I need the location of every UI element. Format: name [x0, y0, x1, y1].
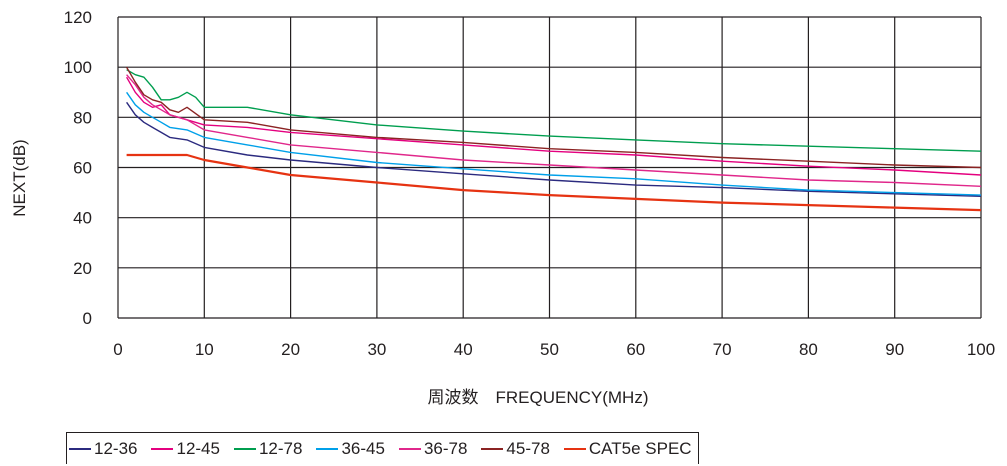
- chart-legend: 12-36 12-45 12-78 36-45 36-78 45-78 CAT5e SPEC: [66, 432, 699, 464]
- legend-swatch: [563, 447, 586, 450]
- y-tick-label: 100: [64, 58, 92, 77]
- legend-item: 12-45: [151, 438, 220, 459]
- series-line-45-78: [125, 66, 982, 169]
- y-tick-label: 80: [73, 108, 92, 127]
- x-tick-label: 60: [626, 340, 645, 359]
- series-line-12-45: [125, 76, 982, 176]
- y-tick-label: 120: [64, 8, 92, 27]
- x-tick-label: 40: [454, 340, 473, 359]
- x-tick-label: 30: [367, 340, 386, 359]
- legend-swatch: [233, 447, 256, 450]
- chart: 0 10 20 30 40 50 60 70 80 90 100 0 20 40 60 80 100 120 NE…: [10, 8, 996, 407]
- x-axis-label: 周波数 FREQUENCY(MHz): [428, 388, 649, 407]
- legend-item: 36-78: [398, 438, 468, 459]
- legend-swatch: [398, 447, 421, 450]
- legend-label: 12-36: [94, 438, 138, 458]
- y-axis-label: NEXT(dB): [10, 139, 29, 216]
- x-tick-label: 80: [799, 340, 818, 359]
- y-tick-label: 0: [83, 309, 92, 328]
- x-tick-label: 90: [885, 340, 904, 359]
- legend-item: 12-36: [69, 439, 137, 459]
- legend-item: 12-78: [233, 438, 303, 459]
- x-tick-label: 100: [967, 340, 995, 359]
- legend-label: 36-78: [423, 438, 468, 458]
- legend-swatch: [69, 447, 91, 450]
- legend-label: 12-78: [258, 438, 303, 458]
- y-tick-label: 60: [73, 159, 92, 178]
- y-tick-label: 40: [73, 209, 92, 228]
- series-line-36-45: [126, 91, 982, 196]
- legend-label: 36-45: [341, 438, 385, 458]
- x-tick-label: 10: [195, 340, 214, 359]
- legend-swatch: [481, 447, 504, 450]
- legend-label: 12-45: [176, 438, 220, 458]
- legend-item: 45-78: [481, 438, 550, 459]
- series-line-36-78: [126, 74, 982, 187]
- x-tick-label: 50: [540, 340, 559, 359]
- series-line-cat5e-spec: [126, 153, 982, 212]
- legend-swatch: [316, 447, 339, 450]
- chart-ticks: 0 10 20 30 40 50 60 70 80 90 100 0 20 40 60 80 100 120: [64, 8, 996, 359]
- legend-label: CAT5e SPEC: [588, 438, 692, 458]
- legend-item: CAT5e SPEC: [563, 438, 692, 459]
- chart-series: [125, 66, 982, 212]
- legend-swatch: [151, 447, 174, 450]
- y-tick-label: 20: [73, 259, 92, 278]
- chart-grid: [117, 16, 982, 319]
- legend-label: 45-78: [506, 438, 550, 458]
- series-line-12-78: [126, 69, 982, 152]
- legend-item: 36-45: [316, 438, 385, 459]
- x-tick-label: 70: [713, 340, 732, 359]
- series-line-12-36: [126, 101, 982, 197]
- x-tick-label: 20: [281, 340, 300, 359]
- x-tick-label: 0: [113, 340, 122, 359]
